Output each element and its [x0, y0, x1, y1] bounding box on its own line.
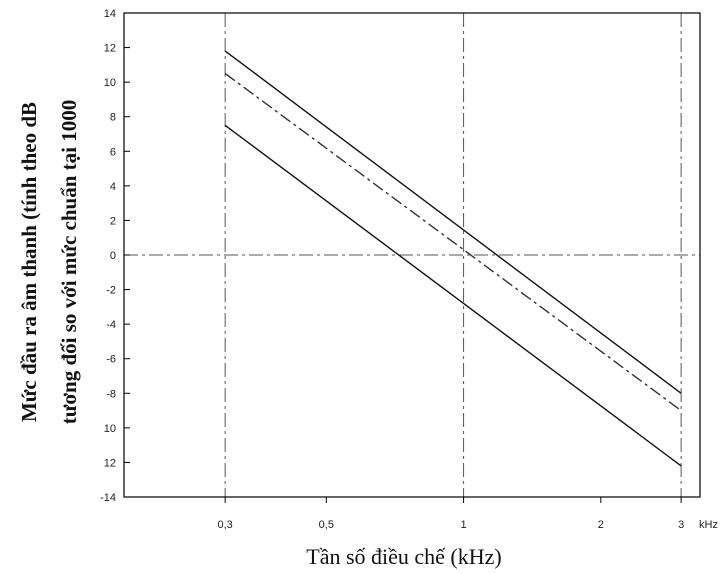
x-tick-label: 3 — [678, 519, 684, 531]
y-tick-label: 12 — [104, 457, 116, 469]
x-tick-label: 0,5 — [319, 519, 334, 531]
y-tick-label: 0 — [110, 250, 116, 262]
y-tick-label: -14 — [100, 492, 116, 504]
y-tick-label: 14 — [104, 8, 116, 20]
x-axis-title: Tần số điều chế (kHz) — [306, 544, 501, 569]
y-axis-title-line1: Mức đầu ra âm thanh (tính theo dB — [17, 102, 41, 422]
y-tick-label: -8 — [106, 388, 116, 400]
x-tick-label: 1 — [461, 519, 467, 531]
y-tick-label: -4 — [106, 319, 116, 331]
x-tick-label: 0,3 — [218, 519, 233, 531]
series-line-1 — [224, 50, 682, 394]
series-line-2 — [224, 72, 682, 412]
y-axis-title: Mức đầu ra âm thanh (tính theo dB tương … — [17, 100, 81, 424]
x-tick-label: 2 — [598, 519, 604, 531]
y-tick-label: 4 — [110, 181, 116, 193]
reference-lines — [124, 13, 700, 497]
y-axis-title-line2: tương đối so với mức chuẩn tại 1000 — [57, 100, 81, 424]
y-tick-label: -2 — [106, 285, 116, 297]
y-tick-label: 2 — [110, 215, 116, 227]
series-line-3 — [224, 124, 682, 467]
y-tick-label: 12 — [104, 43, 116, 55]
x-axis-ticks: 0,3 0,5 1 2 3 — [218, 497, 684, 531]
y-axis-ticks: 14 12 10 8 6 4 2 0 -2 -4 -6 -8 10 12 -14 — [100, 8, 130, 504]
x-unit-label: kHz — [699, 519, 718, 531]
y-tick-label: 10 — [104, 77, 116, 89]
series-lines — [224, 50, 682, 467]
y-tick-label: -6 — [106, 354, 116, 366]
y-tick-label: 6 — [110, 146, 116, 158]
y-tick-label: 10 — [104, 423, 116, 435]
y-tick-label: 8 — [110, 112, 116, 124]
